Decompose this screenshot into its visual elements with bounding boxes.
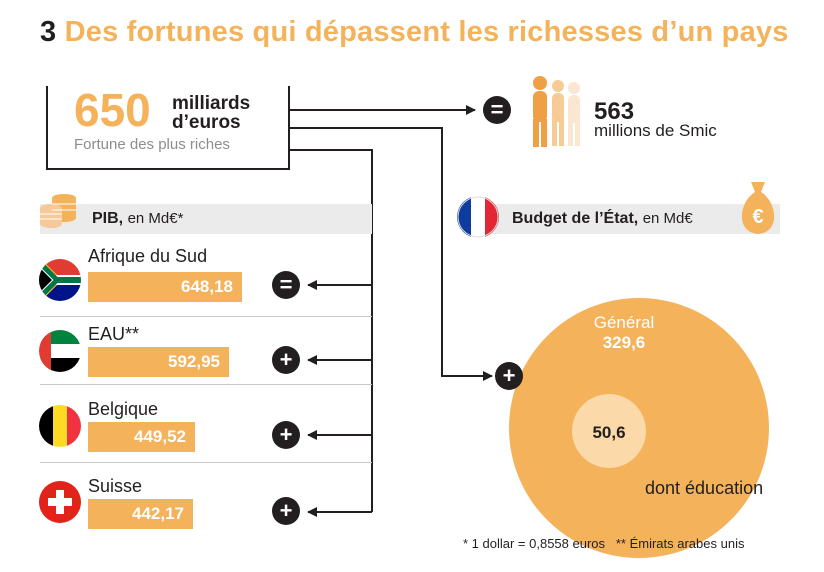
footnote: * 1 dollar = 0,8558 euros ** Émirats ara… — [463, 536, 745, 551]
equal-badge: = — [483, 96, 511, 124]
equal-badge: = — [272, 271, 300, 299]
row-divider — [40, 384, 372, 385]
country-name: EAU** — [88, 324, 140, 344]
plus-badge: + — [272, 421, 300, 449]
budget-label-text: Budget de l’État, — [512, 210, 639, 227]
country-name: Afrique du Sud — [88, 246, 208, 266]
education-value: 50,6 — [592, 423, 626, 442]
plus-badge: + — [272, 497, 300, 525]
pib-bar: 442,17 — [88, 499, 193, 529]
row-divider — [40, 462, 372, 463]
plus-badge: + — [272, 346, 300, 374]
smic-label: millions de Smic — [594, 121, 717, 140]
flag-south-africa-icon — [39, 259, 81, 301]
fortune-box — [46, 86, 290, 170]
flag-belgium-icon — [39, 405, 81, 447]
budget-band — [466, 204, 780, 234]
pib-bar: 648,18 — [88, 272, 242, 302]
svg-text:€: € — [752, 206, 763, 228]
pib-bar: 449,52 — [88, 422, 195, 452]
title-number: 3 — [40, 16, 57, 48]
pib-label-text: PIB, — [92, 210, 124, 227]
fortune-subtitle: Fortune des plus riches — [74, 136, 230, 153]
pib-band — [40, 204, 372, 234]
title-text: Des fortunes qui dépassent les richesses… — [64, 16, 789, 48]
flag-uae-icon — [39, 330, 81, 372]
plus-badge: + — [495, 362, 523, 390]
page-title: 3 Des fortunes qui dépassent les richess… — [40, 16, 789, 49]
budget-label: Budget de l’État, en Md€ — [512, 210, 693, 228]
people-icon — [533, 76, 580, 147]
country-name: Suisse — [88, 476, 143, 496]
pib-unit: en Md€* — [127, 210, 184, 227]
smic-value: 563 — [594, 98, 635, 125]
general-label: Général — [593, 313, 655, 332]
pib-label: PIB, en Md€* — [92, 210, 183, 228]
country-name: Belgique — [88, 399, 159, 419]
pib-bar: 592,95 — [88, 347, 229, 377]
flag-switzerland-icon — [39, 481, 81, 523]
general-value: 329,6 — [602, 333, 646, 352]
flag-france-icon — [457, 196, 499, 238]
row-divider — [40, 316, 372, 317]
budget-education-circle — [572, 394, 646, 468]
budget-unit: en Md€ — [642, 210, 693, 227]
education-label: dont éducation — [645, 478, 764, 498]
fortune-value: 650 — [74, 84, 151, 136]
coins-icon — [40, 194, 76, 228]
money-bag-icon: € — [741, 182, 775, 234]
fortune-unit: milliards d’euros — [172, 93, 251, 133]
